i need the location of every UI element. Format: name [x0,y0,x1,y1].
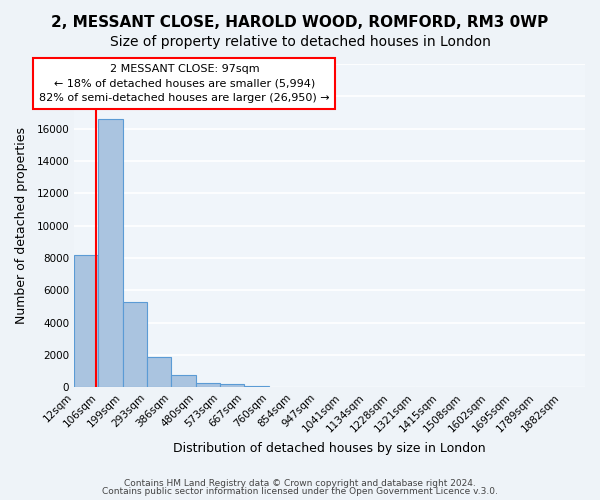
Bar [122,302,147,388]
Text: 2 MESSANT CLOSE: 97sqm
← 18% of detached houses are smaller (5,994)
82% of semi-: 2 MESSANT CLOSE: 97sqm ← 18% of detached… [39,64,329,103]
Bar [220,384,244,388]
Text: Contains public sector information licensed under the Open Government Licence v.: Contains public sector information licen… [102,488,498,496]
X-axis label: Distribution of detached houses by size in London: Distribution of detached houses by size … [173,442,486,455]
Bar [244,386,269,388]
Bar [74,254,98,388]
Y-axis label: Number of detached properties: Number of detached properties [15,127,28,324]
Bar [98,119,122,388]
Bar [196,383,220,388]
Text: Contains HM Land Registry data © Crown copyright and database right 2024.: Contains HM Land Registry data © Crown c… [124,478,476,488]
Bar [147,358,172,388]
Text: Size of property relative to detached houses in London: Size of property relative to detached ho… [110,35,490,49]
Bar [172,375,196,388]
Text: 2, MESSANT CLOSE, HAROLD WOOD, ROMFORD, RM3 0WP: 2, MESSANT CLOSE, HAROLD WOOD, ROMFORD, … [52,15,548,30]
